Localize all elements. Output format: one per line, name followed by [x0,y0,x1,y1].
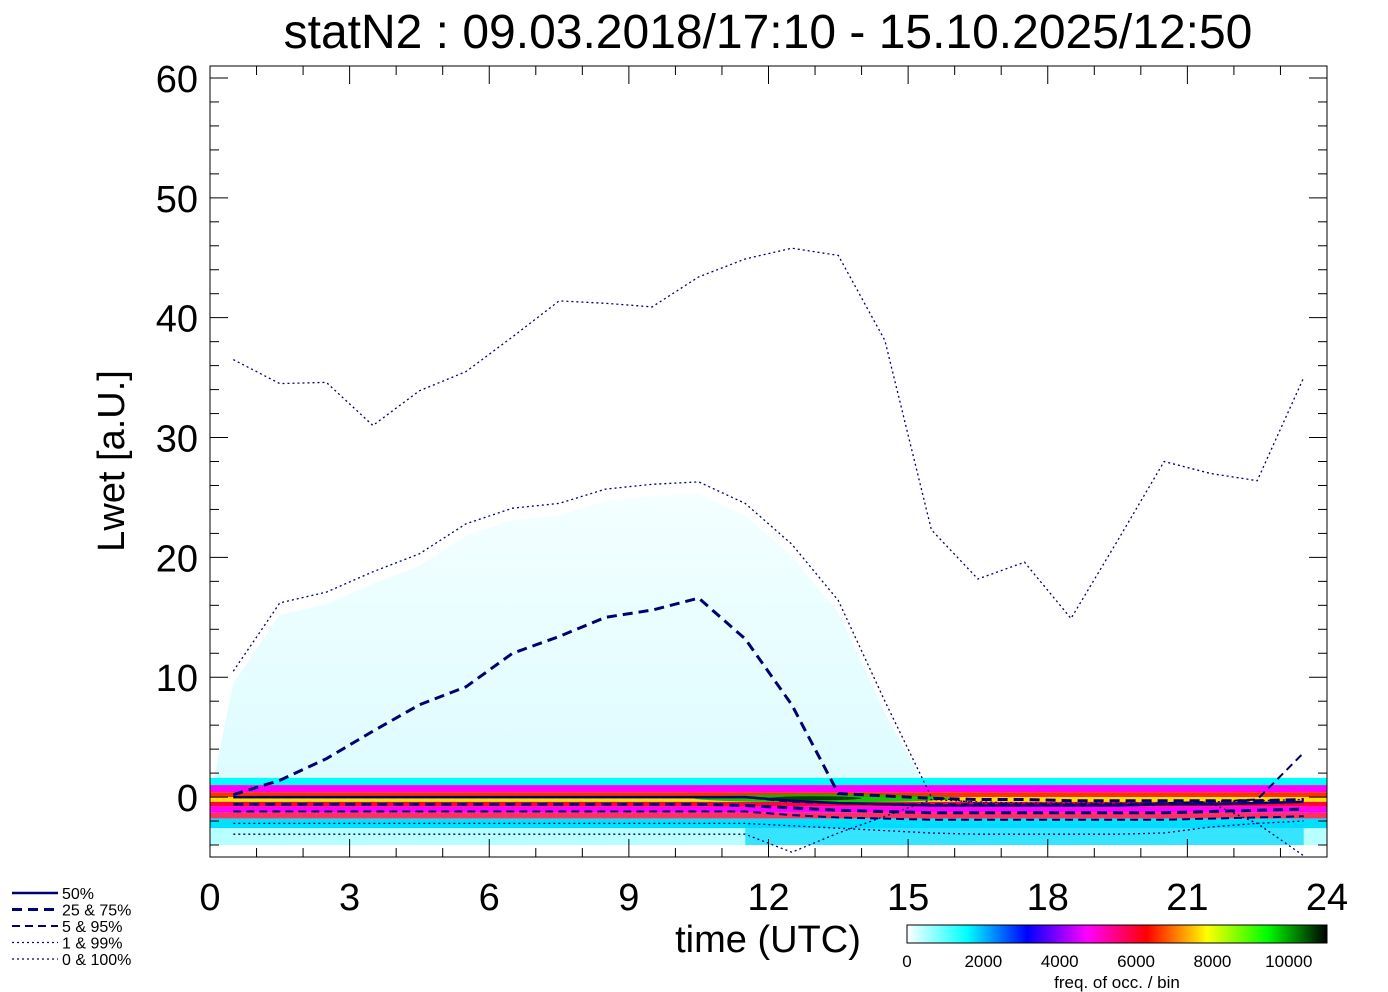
legend-label: 5 & 95% [62,919,122,936]
heatmap-band-0 [210,777,1327,786]
plot-axes [209,65,1328,858]
series-line-100pct [233,247,1305,620]
colorbar-label: freq. of occ. / bin [1054,973,1180,992]
x-axis-label: time (UTC) [675,919,861,961]
x-tick-label: 15 [887,877,929,919]
y-tick-label: 50 [156,179,198,221]
y-tick-label: 10 [156,658,198,700]
legend-label: 50% [62,886,94,903]
x-tick-label: 0 [199,877,220,919]
legend-label: 25 & 75% [62,903,131,920]
x-tick-label: 18 [1027,877,1069,919]
x-tick-label: 9 [618,877,639,919]
series-line-95pct [233,751,1305,806]
colorbar: 0 2000 4000 6000 8000 10000 freq. of occ. / bi… [902,924,1328,992]
colorbar-tick-label: 10000 [1265,952,1312,971]
series-line-25pct [233,802,1304,815]
x-tick-label: 12 [747,877,789,919]
series-line-5pct [233,810,1304,821]
y-tick-label: 30 [156,419,198,461]
y-axis-label: Lwet [a.U.] [91,370,133,552]
series-line-1pct [233,820,1304,835]
y-tick-labels: 0 10 20 30 40 50 60 [156,59,198,820]
x-tick-labels: 0 3 6 9 12 15 18 21 24 [199,877,1348,919]
heatmap-band-5 [210,806,1327,813]
chart-title: statN2 : 09.03.2018/17:10 - 15.10.2025/1… [284,6,1253,59]
x-tick-label: 6 [479,877,500,919]
percentile-lines [232,247,1305,857]
colorbar-tick-label: 6000 [1117,952,1155,971]
legend: 50%25 & 75% 5 & 95% 1 & 99% 0 & 100% [12,886,131,969]
heatmap-band-1 [210,785,1327,793]
y-tick-label: 20 [156,538,198,580]
heatmap-band-4 [210,801,1327,807]
colorbar-tick-label: 0 [902,952,911,971]
x-tick-label: 3 [339,877,360,919]
heatmap-low-frequency-haze [210,493,1327,798]
x-tick-label: 21 [1166,877,1208,919]
legend-label: 1 & 99% [62,936,122,953]
heatmap-band-6 [210,812,1327,819]
series-line-99pct [232,481,1304,805]
colorbar-tick-label: 4000 [1041,952,1079,971]
y-tick-label: 0 [177,778,198,820]
x-tick-label: 24 [1306,877,1348,919]
colorbar-tick-label: 8000 [1194,952,1232,971]
heatmap-hotspot-core [768,796,862,801]
y-tick-label: 60 [156,59,198,101]
legend-label: 0 & 100% [62,952,131,969]
series-line-75pct [232,596,1304,803]
colorbar-bar [906,924,1328,944]
y-tick-label: 40 [156,299,198,341]
colorbar-tick-label: 2000 [964,952,1002,971]
